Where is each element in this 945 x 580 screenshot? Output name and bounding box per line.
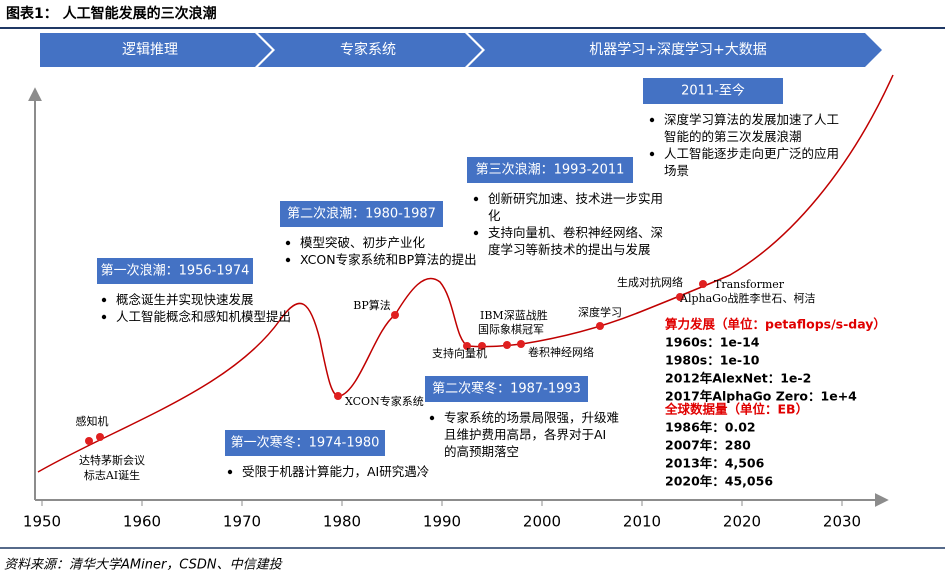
bullet-dot (101, 314, 107, 320)
milestone-label: 支持向量机 (432, 346, 487, 360)
x-tick-label: 1960 (123, 513, 161, 531)
callout-bullet: 受限于机器计算能力，AI研究遇冷 (242, 464, 429, 479)
x-tick-label: 2000 (523, 513, 561, 531)
milestone-label: Transformer (714, 278, 785, 291)
callout-title: 第一次浪潮：1956-1974 (101, 263, 250, 279)
source: 资料来源：清华大学AMiner，CSDN、中信建投 (4, 557, 283, 573)
callout-box (467, 157, 633, 183)
callout-box (425, 376, 588, 402)
stats-item: 2007年：280 (665, 438, 751, 453)
callout-bullet: XCON专家系统和BP算法的提出 (300, 252, 477, 267)
phase-arrow (258, 33, 482, 67)
x-tick-label: 2020 (723, 513, 761, 531)
stats-item: 2012年AlexNet：1e-2 (665, 371, 811, 386)
milestone-dots (85, 280, 707, 445)
milestone-label: XCON专家系统 (345, 394, 424, 408)
x-tick-label: 1950 (23, 513, 61, 531)
milestone-label: 国际象棋冠军 (478, 322, 544, 336)
callout-bullet: 人工智能概念和感知机模型提出 (116, 309, 291, 324)
milestone-label: 卷积神经网络 (528, 345, 594, 359)
callout-bullet: 创新研究加速、技术进一步实用化 (488, 191, 663, 223)
trend-curve (37, 74, 894, 473)
stats-title: 全球数据量（单位：EB） (664, 402, 808, 417)
callout-bullet: 概念诞生并实现快速发展 (116, 292, 254, 307)
x-tick-label: 2010 (623, 513, 661, 531)
callout-bullet: 支持向量机、卷积神经网络、深度学习等新技术的提出与发展 (488, 225, 663, 257)
callout-box (97, 258, 253, 284)
milestone-label: 生成对抗网络 (617, 275, 683, 289)
callout-bullet: 深度学习算法的发展加速了人工智能的的第三次发展浪潮 (664, 112, 839, 144)
stats-title: 算力发展（单位：petaflops/s-day） (665, 317, 886, 332)
bullet-dot (101, 297, 107, 303)
bullet-dot (285, 240, 291, 246)
phase-label: 逻辑推理 (122, 42, 178, 58)
stats-item: 2013年：4,506 (665, 456, 765, 471)
callout-bullet: 模型突破、初步产业化 (300, 235, 426, 250)
bullet-dot (429, 415, 435, 421)
callout-bullet: 专家系统的场景局限强，升级难且维护费用高昂，各界对于AI 的高预期落空 (444, 410, 619, 459)
milestone-label: AlphaGo战胜李世石、柯洁 (679, 291, 816, 305)
milestone-label: 深度学习 (578, 305, 622, 319)
x-tick-label: 1980 (323, 513, 361, 531)
milestone-label: 感知机 (76, 414, 109, 428)
callout-box (280, 201, 443, 227)
phase-label: 专家系统 (340, 41, 396, 58)
milestone-label: 达特茅斯会议 (79, 453, 145, 467)
bullet-dot (473, 230, 479, 236)
bullet-dot (473, 196, 479, 202)
callout-bullet: 人工智能逐步走向更广泛的应用场景 (664, 146, 839, 178)
callout-box (643, 78, 783, 104)
x-tick-label: 1990 (423, 513, 461, 531)
milestone-label: BP算法 (353, 298, 391, 312)
header-title: 图表1： 人工智能发展的三次浪潮 (6, 5, 217, 22)
callout-title: 第二次寒冬：1987-1993 (432, 381, 581, 397)
stats-item: 1960s：1e-14 (665, 335, 760, 350)
stats-item: 1980s：1e-10 (665, 353, 760, 368)
callout-title: 2011-至今 (681, 83, 745, 99)
phase-label: 机器学习+深度学习+大数据 (589, 42, 766, 58)
milestone-label: IBM深蓝战胜 (480, 308, 548, 322)
stats-item: 2017年AlphaGo Zero：1e+4 (665, 389, 857, 404)
callout-box (225, 430, 385, 456)
callout-title: 第三次浪潮：1993-2011 (476, 162, 625, 178)
callout-title: 第二次浪潮：1980-1987 (287, 206, 436, 222)
stats-item: 2020年：45,056 (665, 474, 773, 489)
phase-arrow (40, 33, 272, 67)
bullet-dot (649, 117, 655, 123)
callout-title: 第一次寒冬：1974-1980 (231, 435, 380, 451)
x-tick-label: 1970 (223, 513, 261, 531)
stats-item: 1986年：0.02 (665, 420, 756, 435)
bullet-dot (227, 469, 233, 475)
milestone-label: 标志AI诞生 (84, 468, 140, 482)
bullet-dot (649, 151, 655, 157)
bullet-dot (285, 257, 291, 263)
phase-arrow (468, 33, 882, 67)
x-tick-label: 2030 (823, 513, 861, 531)
